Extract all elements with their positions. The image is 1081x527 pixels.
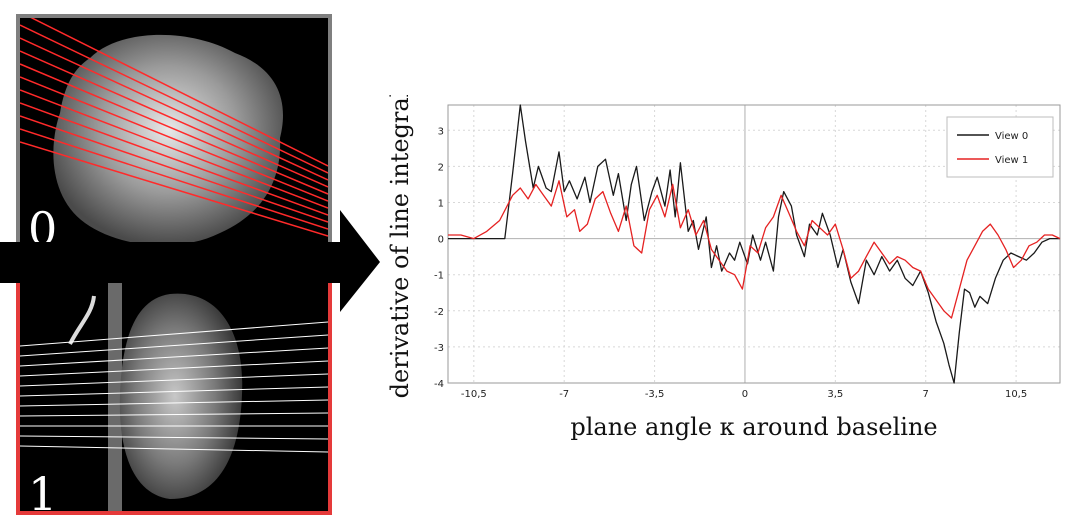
x-tick-label: 0	[742, 389, 748, 400]
x-tick-label: 7	[923, 389, 929, 400]
y-tick-label: -2	[434, 307, 444, 318]
line-chart: -10,5 -7 -3,5 0 3,5 7 10,5 -4 -3 -2 -1 0 1 2 3 View 0…	[386, 95, 1061, 441]
epipolar-line	[20, 347, 328, 367]
x-tick-labels: -10,5 -7 -3,5 0 3,5 7 10,5	[461, 389, 1027, 400]
view-1-object	[119, 293, 243, 499]
view-0-object	[53, 34, 283, 246]
epipolar-line	[20, 128, 328, 230]
x-tick-label: -7	[559, 389, 569, 400]
series-line-view-0	[448, 104, 1060, 384]
epipolar-line	[20, 37, 328, 181]
y-tick-label: -4	[434, 379, 444, 390]
epipolar-line	[20, 141, 328, 237]
plot-frame	[447, 104, 1061, 384]
chart-series	[448, 104, 1061, 384]
view-0-image	[20, 18, 328, 246]
arrow-icon	[0, 210, 380, 312]
view-1-needle	[108, 274, 122, 511]
epipolar-line	[20, 373, 328, 387]
epipolar-line	[20, 50, 328, 188]
epipolar-line	[30, 18, 328, 167]
view-1-epipolar-lines	[20, 321, 328, 453]
y-axis-label: derivative of line integral	[386, 95, 414, 398]
y-tick-label: 3	[438, 126, 444, 137]
y-tick-label: -1	[434, 271, 444, 282]
legend-label: View 1	[995, 155, 1028, 166]
epipolar-line	[20, 399, 328, 407]
y-tick-label: 1	[438, 198, 444, 209]
view-1-panel: 1	[16, 270, 332, 515]
epipolar-line	[20, 76, 328, 202]
legend-label: View 0	[995, 131, 1028, 142]
series-line-view-1	[448, 180, 1061, 319]
view-0-epipolar-lines	[20, 18, 328, 237]
epipolar-line	[20, 360, 328, 377]
view-1-strand	[68, 295, 96, 345]
epipolar-line	[20, 412, 328, 417]
x-tick-label: -10,5	[461, 389, 487, 400]
y-tick-label: 0	[438, 235, 444, 246]
epipolar-line	[20, 24, 328, 174]
x-tick-label: 10,5	[1005, 389, 1027, 400]
x-axis-label: plane angle κ around baseline	[570, 413, 937, 441]
y-tick-label: -3	[434, 343, 444, 354]
y-tick-labels: -4 -3 -2 -1 0 1 2 3	[434, 126, 444, 390]
epipolar-line	[20, 321, 328, 347]
view-1-image	[20, 274, 328, 511]
epipolar-line	[20, 334, 328, 357]
epipolar-line	[20, 63, 328, 195]
view-0-number: 0	[28, 202, 58, 250]
legend-box	[946, 116, 1054, 178]
view-1-number: 1	[28, 467, 58, 515]
y-tick-label: 2	[438, 162, 444, 173]
epipolar-line	[20, 102, 328, 216]
epipolar-line	[20, 435, 328, 440]
epipolar-line	[20, 89, 328, 209]
epipolar-line	[20, 445, 328, 453]
epipolar-line	[20, 386, 328, 397]
x-tick-label: 3,5	[827, 389, 843, 400]
chart-legend: View 0 View 1	[946, 116, 1054, 178]
x-tick-label: -3,5	[645, 389, 665, 400]
view-0-panel: 0	[16, 14, 332, 250]
epipolar-line	[20, 115, 328, 223]
